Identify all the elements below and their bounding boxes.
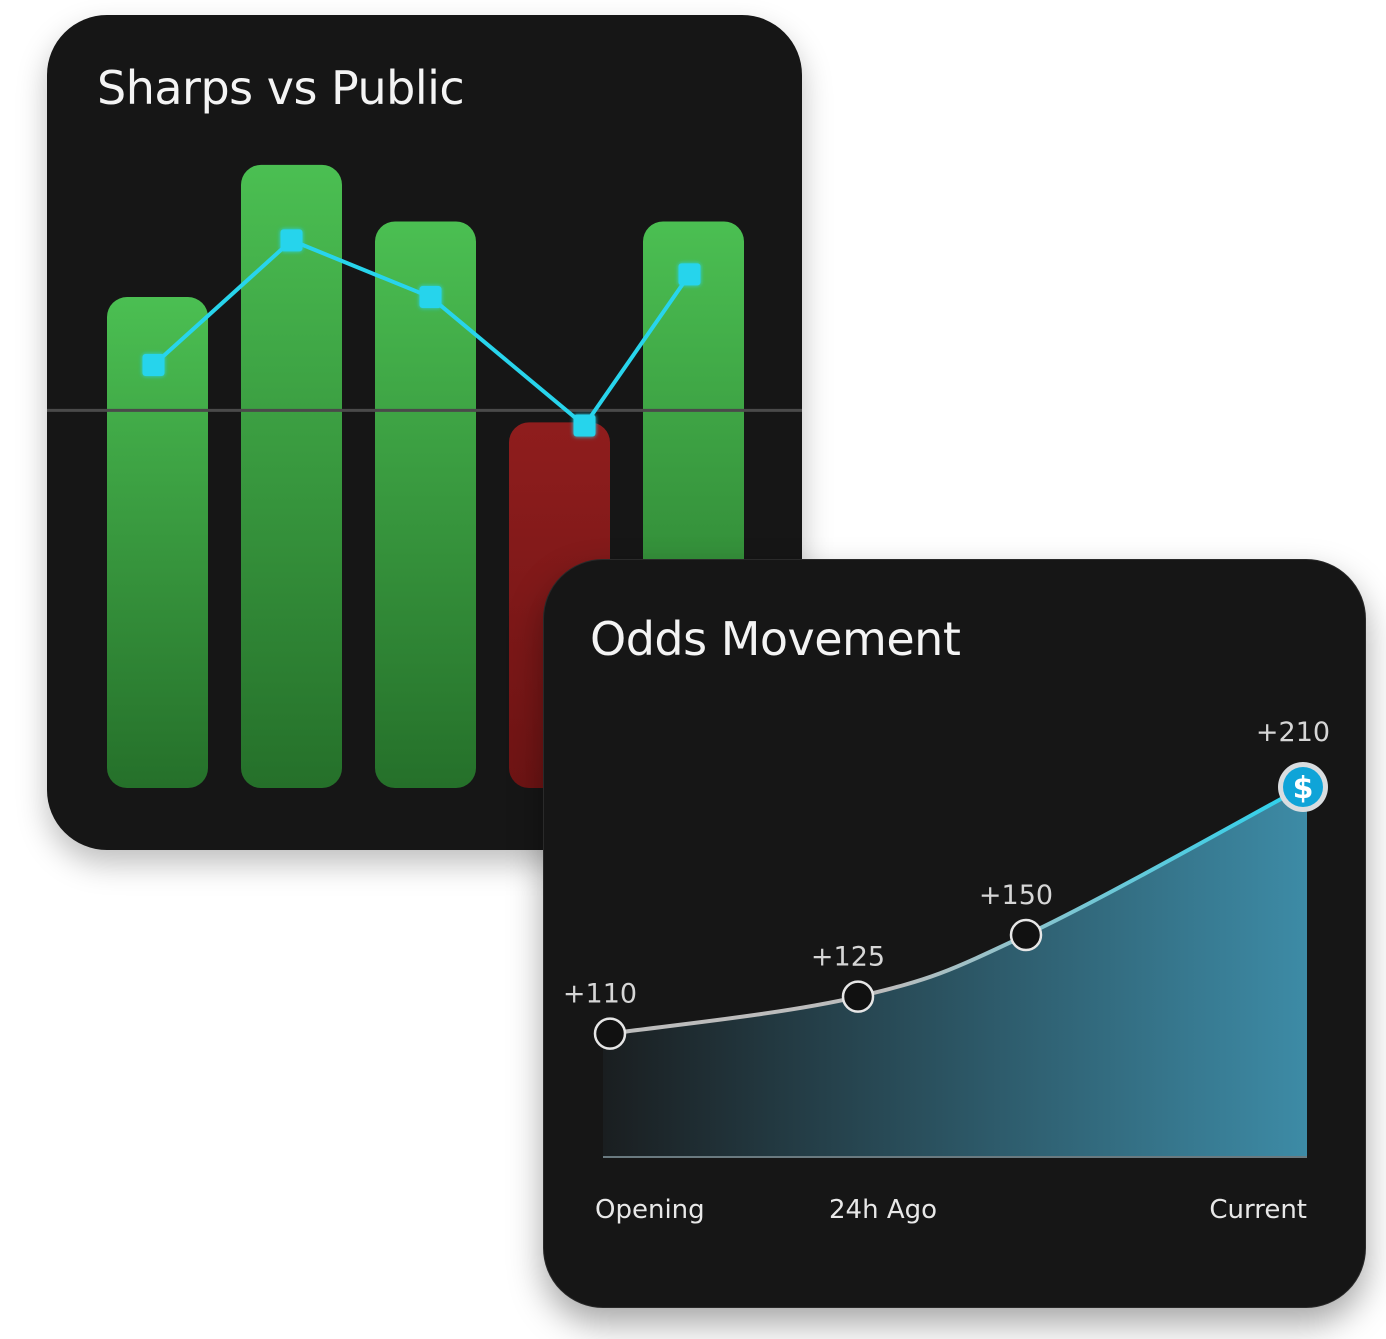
line-marker-1	[142, 354, 165, 377]
odds-point-label-2: +125	[811, 942, 885, 973]
odds-point-label-4: +210	[1256, 717, 1330, 748]
x-tick-label-3: Current	[1209, 1195, 1307, 1225]
bar-3	[375, 221, 476, 788]
odds-point-label-1: +110	[563, 979, 637, 1010]
line-marker-5	[678, 263, 701, 286]
odds-point-label-3: +150	[979, 880, 1053, 911]
dollar-icon: $	[1293, 771, 1314, 806]
odds-area-fill	[603, 787, 1307, 1157]
line-marker-4	[573, 414, 596, 437]
odds-point-2	[841, 980, 875, 1013]
line-marker-3	[419, 286, 442, 309]
bar-1	[107, 297, 208, 788]
odds-movement-chart: $ +110 +125 +150 +210 Opening 24h Ago Current	[563, 717, 1330, 1225]
odds-line	[608, 785, 1305, 1036]
bar-2	[241, 164, 342, 789]
odds-point-1	[593, 1017, 627, 1050]
x-tick-label-2: 24h Ago	[829, 1195, 937, 1225]
line-marker-2	[280, 229, 303, 252]
odds-point-3	[1009, 918, 1043, 952]
odds-chart-title: Odds Movement	[590, 612, 961, 666]
x-tick-label-1: Opening	[595, 1195, 705, 1225]
sharps-chart-title: Sharps vs Public	[97, 61, 465, 115]
current-odds-badge: $	[1278, 762, 1328, 812]
odds-movement-card: Odds Movement $ +110 +125 +150 +210 Opening…	[543, 559, 1366, 1308]
